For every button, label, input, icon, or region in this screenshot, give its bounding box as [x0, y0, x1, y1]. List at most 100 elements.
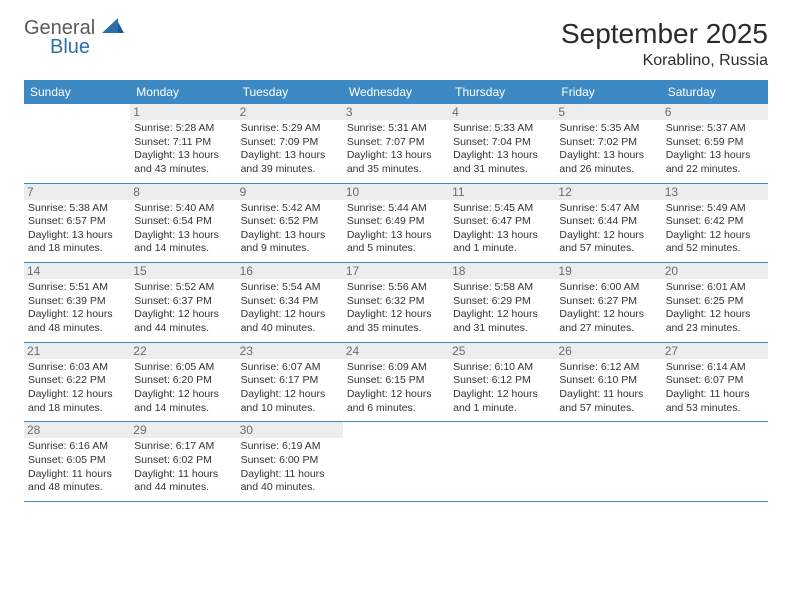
sunset-text: Sunset: 6:52 PM — [241, 215, 339, 229]
sunrise-text: Sunrise: 6:07 AM — [241, 361, 339, 375]
day-cell: 24 Sunrise: 6:09 AMSunset: 6:15 PMDayligh… — [343, 343, 449, 422]
sunset-text: Sunset: 6:25 PM — [666, 295, 764, 309]
daylight-text: Daylight: 11 hours and 44 minutes. — [134, 468, 232, 495]
daylight-text: Daylight: 11 hours and 57 minutes. — [559, 388, 657, 415]
day-cell — [343, 422, 449, 501]
sunset-text: Sunset: 6:22 PM — [28, 374, 126, 388]
sunset-text: Sunset: 6:49 PM — [347, 215, 445, 229]
week-row: 28Sunrise: 6:16 AMSunset: 6:05 PMDayligh… — [24, 422, 768, 502]
sunset-text: Sunset: 7:02 PM — [559, 136, 657, 150]
brand-line2: Blue — [50, 36, 90, 58]
sunset-text: Sunset: 6:59 PM — [666, 136, 764, 150]
day-number: 25 — [449, 343, 555, 359]
daylight-text: Daylight: 13 hours and 18 minutes. — [28, 229, 126, 256]
day-cell: 6Sunrise: 5:37 AMSunset: 6:59 PMDaylight… — [662, 104, 768, 183]
sunset-text: Sunset: 6:12 PM — [453, 374, 551, 388]
calendar: Sunday Monday Tuesday Wednesday Thursday… — [24, 80, 768, 502]
day-body: Sunrise: 6:09 AMSunset: 6:15 PMDaylight:… — [347, 361, 445, 416]
day-cell: 26Sunrise: 6:12 AMSunset: 6:10 PMDayligh… — [555, 343, 661, 422]
day-body: Sunrise: 5:31 AMSunset: 7:07 PMDaylight:… — [347, 122, 445, 177]
sunrise-text: Sunrise: 5:42 AM — [241, 202, 339, 216]
day-cell: 5Sunrise: 5:35 AMSunset: 7:02 PMDaylight… — [555, 104, 661, 183]
daylight-text: Daylight: 13 hours and 39 minutes. — [241, 149, 339, 176]
daylight-text: Daylight: 12 hours and 57 minutes. — [559, 229, 657, 256]
day-number: 21 — [24, 343, 130, 359]
day-cell: 15Sunrise: 5:52 AMSunset: 6:37 PMDayligh… — [130, 263, 236, 342]
daylight-text: Daylight: 12 hours and 23 minutes. — [666, 308, 764, 335]
day-body: Sunrise: 6:19 AMSunset: 6:00 PMDaylight:… — [241, 440, 339, 495]
day-body: Sunrise: 6:14 AMSunset: 6:07 PMDaylight:… — [666, 361, 764, 416]
day-cell — [24, 104, 130, 183]
day-number: 29 — [130, 422, 236, 438]
week-row: 14 Sunrise: 5:51 AMSunset: 6:39 PMDayligh… — [24, 263, 768, 343]
day-number: 16 — [237, 263, 343, 279]
day-cell: 20Sunrise: 6:01 AMSunset: 6:25 PMDayligh… — [662, 263, 768, 342]
dow-header-row: Sunday Monday Tuesday Wednesday Thursday… — [24, 80, 768, 104]
day-body: Sunrise: 6:10 AMSunset: 6:12 PMDaylight:… — [453, 361, 551, 416]
sunrise-text: Sunrise: 5:38 AM — [28, 202, 126, 216]
day-number: 4 — [449, 104, 555, 120]
daylight-text: Daylight: 11 hours and 48 minutes. — [28, 468, 126, 495]
daylight-text: Daylight: 13 hours and 26 minutes. — [559, 149, 657, 176]
page: General Blue September 2025 Korablino, R… — [0, 0, 792, 520]
day-cell: 1 Sunrise: 5:28 AMSunset: 7:11 PMDaylight… — [130, 104, 236, 183]
dow-cell: Saturday — [662, 80, 768, 104]
day-body: Sunrise: 6:00 AMSunset: 6:27 PMDaylight:… — [559, 281, 657, 336]
sunset-text: Sunset: 6:27 PM — [559, 295, 657, 309]
day-body: Sunrise: 6:16 AMSunset: 6:05 PMDaylight:… — [28, 440, 126, 495]
sunset-text: Sunset: 6:47 PM — [453, 215, 551, 229]
day-body: Sunrise: 6:07 AMSunset: 6:17 PMDaylight:… — [241, 361, 339, 416]
day-body: Sunrise: 5:56 AMSunset: 6:32 PMDaylight:… — [347, 281, 445, 336]
daylight-text: Daylight: 12 hours and 6 minutes. — [347, 388, 445, 415]
day-body: Sunrise: 5:28 AMSunset: 7:11 PMDaylight:… — [134, 122, 232, 177]
sunrise-text: Sunrise: 6:17 AM — [134, 440, 232, 454]
daylight-text: Daylight: 13 hours and 5 minutes. — [347, 229, 445, 256]
day-body: Sunrise: 5:35 AMSunset: 7:02 PMDaylight:… — [559, 122, 657, 177]
day-body: Sunrise: 5:54 AMSunset: 6:34 PMDaylight:… — [241, 281, 339, 336]
sunrise-text: Sunrise: 5:52 AM — [134, 281, 232, 295]
day-cell: 28Sunrise: 6:16 AMSunset: 6:05 PMDayligh… — [24, 422, 130, 501]
sunrise-text: Sunrise: 5:45 AM — [453, 202, 551, 216]
daylight-text: Daylight: 12 hours and 14 minutes. — [134, 388, 232, 415]
sunset-text: Sunset: 7:11 PM — [134, 136, 232, 150]
day-cell: 3Sunrise: 5:31 AMSunset: 7:07 PMDaylight… — [343, 104, 449, 183]
sunset-text: Sunset: 6:07 PM — [666, 374, 764, 388]
dow-cell: Sunday — [24, 80, 130, 104]
day-cell: 17Sunrise: 5:56 AMSunset: 6:32 PMDayligh… — [343, 263, 449, 342]
day-body: Sunrise: 5:52 AMSunset: 6:37 PMDaylight:… — [134, 281, 232, 336]
brand-text: General Blue — [24, 18, 124, 57]
day-number: 24 — [343, 343, 449, 359]
dow-cell: Thursday — [449, 80, 555, 104]
sunset-text: Sunset: 7:09 PM — [241, 136, 339, 150]
sunset-text: Sunset: 7:04 PM — [453, 136, 551, 150]
sunrise-text: Sunrise: 6:12 AM — [559, 361, 657, 375]
daylight-text: Daylight: 13 hours and 9 minutes. — [241, 229, 339, 256]
weeks-container: 1 Sunrise: 5:28 AMSunset: 7:11 PMDaylight… — [24, 104, 768, 502]
day-body: Sunrise: 5:29 AMSunset: 7:09 PMDaylight:… — [241, 122, 339, 177]
day-cell — [449, 422, 555, 501]
sunset-text: Sunset: 6:02 PM — [134, 454, 232, 468]
day-number: 13 — [662, 184, 768, 200]
day-number: 11 — [449, 184, 555, 200]
day-cell: 13Sunrise: 5:49 AMSunset: 6:42 PMDayligh… — [662, 184, 768, 263]
day-number: 1 — [130, 104, 236, 120]
day-number: 19 — [555, 263, 661, 279]
sunrise-text: Sunrise: 6:14 AM — [666, 361, 764, 375]
day-number: 30 — [237, 422, 343, 438]
day-body: Sunrise: 5:51 AMSunset: 6:39 PMDaylight:… — [28, 281, 126, 336]
daylight-text: Daylight: 12 hours and 10 minutes. — [241, 388, 339, 415]
daylight-text: Daylight: 12 hours and 27 minutes. — [559, 308, 657, 335]
day-cell: 30 Sunrise: 6:19 AMSunset: 6:00 PMDayligh… — [237, 422, 343, 501]
day-number: 22 — [130, 343, 236, 359]
day-body: Sunrise: 5:58 AMSunset: 6:29 PMDaylight:… — [453, 281, 551, 336]
sunrise-text: Sunrise: 6:03 AM — [28, 361, 126, 375]
sunrise-text: Sunrise: 6:16 AM — [28, 440, 126, 454]
sunrise-text: Sunrise: 5:56 AM — [347, 281, 445, 295]
day-cell: 12Sunrise: 5:47 AMSunset: 6:44 PMDayligh… — [555, 184, 661, 263]
day-body: Sunrise: 6:03 AMSunset: 6:22 PMDaylight:… — [28, 361, 126, 416]
sunrise-text: Sunrise: 6:00 AM — [559, 281, 657, 295]
sunset-text: Sunset: 6:10 PM — [559, 374, 657, 388]
day-number: 14 — [24, 263, 130, 279]
daylight-text: Daylight: 13 hours and 1 minute. — [453, 229, 551, 256]
daylight-text: Daylight: 12 hours and 31 minutes. — [453, 308, 551, 335]
